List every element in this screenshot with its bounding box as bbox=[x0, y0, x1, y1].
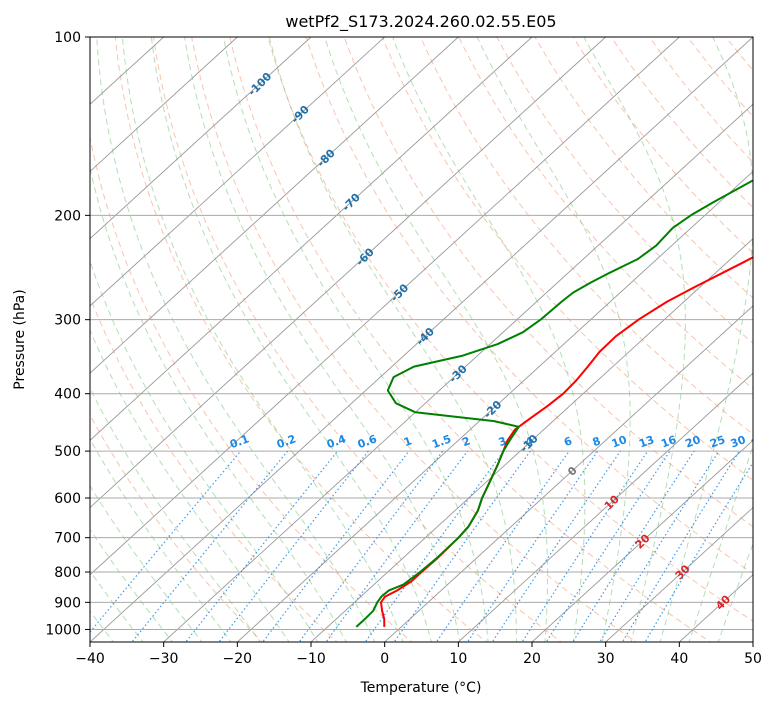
mixing-ratio-label: 30 bbox=[729, 433, 748, 451]
isotherm-line bbox=[310, 238, 753, 642]
mixing-ratio-label: 0.1 bbox=[228, 432, 251, 451]
mixing-ratio-label: 1 bbox=[402, 434, 414, 449]
mixing-ratio-line bbox=[491, 450, 621, 642]
x-tick-label: −10 bbox=[296, 651, 326, 667]
isotherm-line bbox=[90, 37, 680, 576]
y-tick-label: 1000 bbox=[45, 622, 81, 638]
isotherm-line bbox=[237, 170, 753, 642]
profile-line-2 bbox=[355, 179, 753, 628]
moist-adiabat-line bbox=[96, 37, 376, 642]
isotherms bbox=[90, 37, 753, 642]
mixing-ratio-label: 2 bbox=[460, 434, 472, 449]
mixing-ratio-line bbox=[545, 450, 671, 642]
mixing-ratio-label: 0.6 bbox=[356, 432, 379, 451]
mixing-ratio-lines bbox=[90, 450, 753, 642]
isotherm-line bbox=[90, 37, 459, 374]
y-axis-title: Pressure (hPa) bbox=[12, 289, 28, 389]
mixing-ratio-label: 13 bbox=[637, 433, 656, 450]
y-tick-label: 100 bbox=[54, 30, 81, 46]
moist-adiabat-line bbox=[90, 259, 319, 642]
x-axis-title: Temperature (°C) bbox=[360, 680, 482, 696]
mixing-ratio-line bbox=[131, 450, 289, 642]
x-tick-label: 30 bbox=[597, 651, 615, 667]
mixing-ratio-label: 36 bbox=[749, 433, 768, 451]
isotherm-line bbox=[163, 103, 753, 642]
y-tick-label: 800 bbox=[54, 565, 81, 581]
isotherm-line bbox=[458, 372, 753, 642]
y-tick-label: 600 bbox=[54, 491, 81, 507]
mixing-ratio-line bbox=[325, 450, 468, 642]
dry-adiabat-line bbox=[267, 37, 753, 622]
x-axis-ticks: −40 −30 −20 −10 0 10 20 30 40 50 bbox=[75, 642, 762, 667]
y-tick-label: 300 bbox=[54, 313, 81, 329]
mixing-ratio-label: 20 bbox=[683, 433, 702, 451]
x-tick-label: 0 bbox=[380, 651, 389, 667]
mixing-ratio-label: 0.4 bbox=[325, 432, 348, 451]
mixing-ratio-label: 4 bbox=[523, 434, 535, 449]
isotherm-line bbox=[90, 37, 753, 642]
mixing-ratio-label: 10 bbox=[610, 433, 629, 451]
x-tick-label: 40 bbox=[670, 651, 688, 667]
plot-frame bbox=[89, 36, 754, 643]
mixing-ratio-line bbox=[393, 450, 531, 642]
mixing-ratio-line bbox=[466, 450, 599, 642]
x-tick-label: 10 bbox=[449, 651, 467, 667]
mixing-ratio-line bbox=[435, 450, 570, 642]
mixing-ratio-line bbox=[599, 450, 720, 642]
y-tick-label: 500 bbox=[54, 444, 81, 460]
isotherm-line bbox=[90, 37, 533, 441]
isotherm-line bbox=[384, 305, 753, 642]
isotherm-line bbox=[605, 506, 753, 642]
mixing-ratio-label: 1.5 bbox=[430, 432, 453, 451]
x-tick-label: −20 bbox=[223, 651, 253, 667]
isobars bbox=[90, 37, 753, 630]
y-tick-label: 200 bbox=[54, 208, 81, 224]
mixing-ratio-label: 25 bbox=[708, 433, 727, 450]
profile-line-1 bbox=[380, 256, 753, 627]
profile-series bbox=[355, 179, 753, 628]
x-tick-label: −40 bbox=[75, 651, 105, 667]
x-tick-label: −30 bbox=[149, 651, 179, 667]
isotherm-line bbox=[90, 37, 312, 240]
mixing-ratio-line bbox=[218, 450, 369, 642]
mixing-ratio-label: 8 bbox=[591, 434, 603, 449]
y-tick-label: 700 bbox=[54, 531, 81, 547]
y-tick-label: 400 bbox=[54, 387, 81, 403]
dry-adiabat-line bbox=[90, 413, 264, 642]
mixing-ratio-line bbox=[572, 450, 695, 642]
y-axis-ticks: 100 200 300 400 500 600 700 800 900 1000 bbox=[45, 30, 90, 638]
y-tick-label: 900 bbox=[54, 595, 81, 611]
mixing-ratio-line bbox=[621, 450, 740, 642]
isotherm-line bbox=[90, 37, 385, 307]
isotherm-line bbox=[531, 439, 753, 642]
moist-adiabat-line bbox=[90, 165, 347, 642]
mixing-ratio-label: 16 bbox=[659, 433, 678, 451]
mixing-ratio-label: 6 bbox=[562, 434, 574, 449]
mixing-ratio-line bbox=[521, 450, 649, 642]
mixing-ratio-label: 0.2 bbox=[275, 432, 298, 451]
x-tick-label: 50 bbox=[744, 651, 762, 667]
mixing-ratio-label: 3 bbox=[497, 434, 509, 449]
dry-adiabat-line bbox=[305, 37, 753, 575]
dry-adiabat-line bbox=[114, 37, 488, 642]
mixing-ratio-line bbox=[185, 450, 339, 642]
isotherm-line bbox=[90, 37, 606, 509]
x-tick-label: 20 bbox=[523, 651, 541, 667]
isotherm-line bbox=[90, 37, 238, 173]
chart-title: wetPf2_S173.2024.260.02.55.E05 bbox=[285, 12, 556, 32]
mixing-ratio-line bbox=[364, 450, 505, 642]
